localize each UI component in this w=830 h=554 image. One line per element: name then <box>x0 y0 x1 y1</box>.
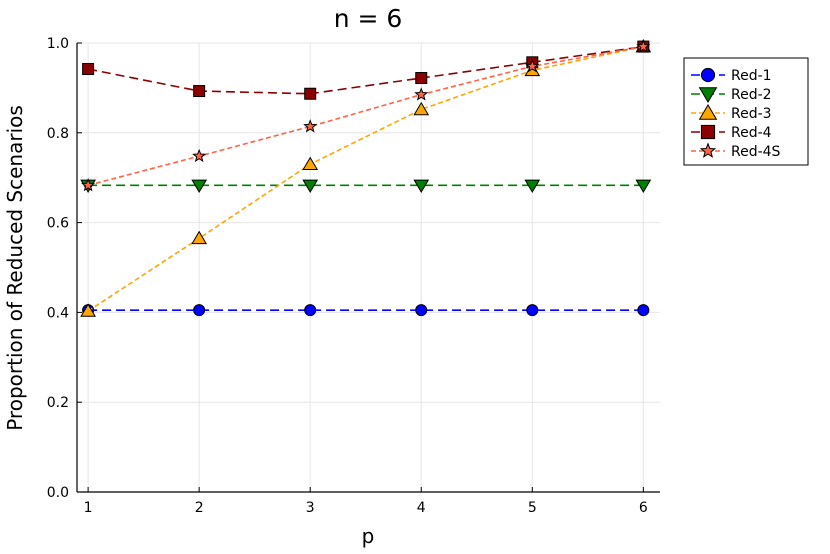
series-layer <box>80 38 652 317</box>
series-red-4 <box>82 40 650 100</box>
data-point <box>524 179 541 193</box>
series-line <box>87 45 644 187</box>
data-point <box>193 85 206 98</box>
legend-item: Red-4S <box>691 142 781 160</box>
x-tick-label: 6 <box>639 500 648 516</box>
y-tick-label: 0.6 <box>47 216 69 232</box>
data-point <box>81 177 96 192</box>
data-point <box>304 304 317 317</box>
data-point <box>635 179 652 193</box>
data-point <box>82 63 95 76</box>
legend-item: Red-2 <box>691 87 772 103</box>
legend-label: Red-2 <box>731 87 772 103</box>
y-axis-title: Proportion of Reduced Scenarios <box>3 105 27 431</box>
x-tick-label: 5 <box>528 500 537 516</box>
legend-label: Red-3 <box>731 106 772 122</box>
series-red-1 <box>82 304 650 317</box>
data-point <box>637 304 650 317</box>
data-point <box>191 230 208 245</box>
legend-item: Red-1 <box>691 67 772 84</box>
legend-label: Red-4 <box>731 125 772 141</box>
data-point <box>193 304 206 317</box>
chart-title: n = 6 <box>334 4 403 33</box>
x-tick-label: 4 <box>417 500 426 516</box>
axes: 1 2 3 4 5 6 0.0 0.2 0.4 0.6 0.8 1.0 <box>47 36 660 516</box>
x-tick-label: 3 <box>306 500 315 516</box>
data-point <box>80 303 96 317</box>
legend-label: Red-1 <box>731 68 772 84</box>
data-point <box>525 58 540 73</box>
legend-item: Red-3 <box>691 104 772 122</box>
data-point <box>415 72 428 85</box>
legend-marker <box>700 67 716 83</box>
legend: Red-1 Red-2 Red-3 Red-4 Red-4S <box>683 57 809 166</box>
data-point <box>414 87 429 101</box>
data-point <box>413 179 430 193</box>
data-point <box>526 304 539 317</box>
y-tick-label: 0.4 <box>47 305 69 321</box>
legend-marker <box>698 87 718 103</box>
data-point <box>415 304 428 317</box>
x-tick-label: 2 <box>195 500 204 516</box>
legend-marker <box>698 104 718 120</box>
legend-marker <box>699 142 717 158</box>
y-tick-label: 0.2 <box>47 395 69 411</box>
x-tick-label: 1 <box>84 500 93 516</box>
legend-marker <box>700 124 716 140</box>
series-line <box>87 45 644 95</box>
y-tick-label: 0.0 <box>47 485 69 501</box>
data-point <box>413 101 430 116</box>
data-point <box>304 87 317 100</box>
data-point <box>192 148 207 163</box>
series-red-3 <box>80 38 652 317</box>
data-point <box>303 119 318 133</box>
series-red-2 <box>80 179 652 193</box>
legend-item: Red-4 <box>691 124 772 141</box>
legend-label: Red-4S <box>731 144 781 160</box>
data-point <box>636 39 651 53</box>
y-tick-label: 1.0 <box>47 36 69 52</box>
data-point <box>302 179 319 193</box>
x-axis-title: p <box>362 524 375 548</box>
data-point <box>302 156 319 170</box>
y-tick-label: 0.8 <box>47 126 69 142</box>
series-line <box>87 45 644 312</box>
series-red-4s <box>81 39 651 192</box>
data-point <box>191 179 208 193</box>
